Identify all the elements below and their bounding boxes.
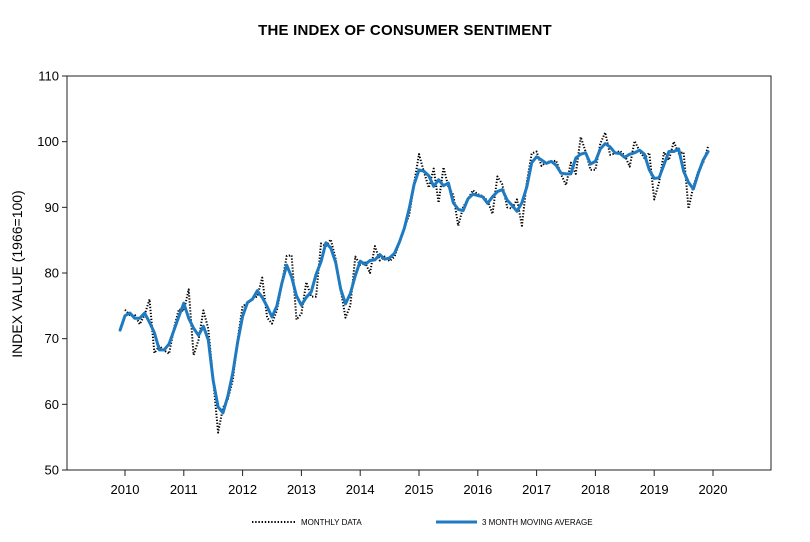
x-tick-label: 2013: [287, 482, 316, 497]
series-layer: [118, 131, 710, 434]
x-tick-label: 2016: [463, 482, 492, 497]
x-tick-label: 2020: [699, 482, 728, 497]
plot-frame: [66, 75, 772, 471]
legend-label-monthly: MONTHLY DATA: [301, 518, 362, 527]
series-line-3-month-moving-average: [118, 142, 710, 415]
x-tick-label: 2017: [522, 482, 551, 497]
y-tick-label: 70: [45, 331, 59, 346]
y-tick-label: 110: [38, 69, 59, 84]
y-tick-label: 60: [45, 397, 59, 412]
chart-title: THE INDEX OF CONSUMER SENTIMENT: [258, 22, 552, 39]
x-tick-label: 2018: [581, 482, 610, 497]
y-tick-label: 80: [45, 266, 59, 281]
y-tick-label: 100: [37, 134, 59, 149]
x-tick-label: 2010: [111, 482, 140, 497]
x-tick-label: 2014: [346, 482, 375, 497]
x-tick-label: 2019: [640, 482, 669, 497]
x-tick-label: 2015: [405, 482, 434, 497]
x-tick-label: 2011: [170, 482, 198, 497]
x-tick-label: 2012: [228, 482, 257, 497]
legend-label-moving-average: 3 MONTH MOVING AVERAGE: [482, 518, 593, 527]
y-axis: 50 60 70 80 90 100 110: [37, 69, 67, 478]
y-tick-label: 90: [45, 200, 59, 215]
y-axis-title: INDEX VALUE (1966=100): [9, 190, 25, 357]
legend: MONTHLY DATA 3 MONTH MOVING AVERAGE: [252, 518, 593, 527]
y-tick-label: 50: [45, 463, 59, 478]
x-axis: 2010 2011 2012 2013 2014 2015 2016 2017 2018 2019…: [111, 470, 728, 497]
